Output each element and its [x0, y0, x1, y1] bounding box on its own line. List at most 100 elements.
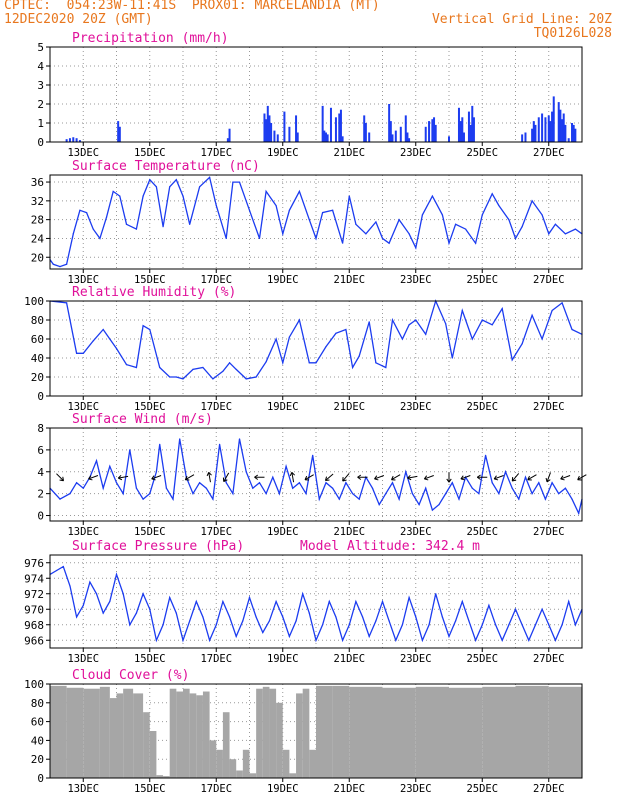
cloud-bar	[123, 688, 134, 778]
x-tick-label: 23DEC	[400, 147, 432, 159]
panel-title: Surface Temperature (nC)	[72, 159, 260, 174]
x-tick-label: 13DEC	[67, 274, 99, 286]
temp-point	[92, 228, 94, 230]
wind-arrow-head	[494, 478, 499, 481]
pres-point	[461, 600, 463, 603]
panel-wind: Surface Wind (m/s) 0 2 4 6 8 13DEC 15DEC 17DEC 19…	[37, 412, 587, 538]
precip-bar	[462, 132, 465, 142]
temp-point	[415, 247, 417, 249]
y-tick-label: 20	[31, 251, 44, 264]
y-tick-label: 0	[37, 136, 44, 149]
x-tick-label: 15DEC	[134, 653, 166, 665]
wind-arrow	[446, 472, 452, 483]
precip-bar	[428, 121, 431, 142]
wind-point	[411, 493, 414, 495]
temp-point	[182, 195, 184, 197]
wind-point	[471, 487, 473, 489]
wind-arrow-head	[88, 475, 92, 480]
x-tick-label: 25DEC	[466, 401, 498, 413]
temp-point	[149, 179, 151, 181]
x-tick-label: 15DEC	[134, 783, 166, 795]
pres-point	[435, 593, 437, 595]
precip-bar	[75, 138, 78, 142]
pres-point	[262, 631, 264, 634]
rh-point	[288, 336, 290, 338]
pres-point	[142, 593, 144, 595]
x-tick-label: 27DEC	[533, 147, 565, 159]
pres-point	[182, 639, 184, 641]
pres-point	[355, 600, 357, 603]
temp-point	[381, 237, 384, 240]
pres-point	[56, 569, 58, 572]
y-tick-label: 966	[24, 634, 44, 647]
pres-point	[202, 616, 204, 618]
x-tick-label: 27DEC	[533, 526, 565, 538]
temp-point	[365, 233, 367, 235]
wind-point	[218, 443, 221, 446]
temp-point	[408, 233, 410, 235]
y-tick-label: 1	[37, 117, 44, 130]
temp-point	[85, 212, 88, 214]
panel-temp: Surface Temperature (nC) 20 24 28 32 36 13DEC 1…	[31, 159, 583, 286]
panel-rh: Relative Humidity (%) 0 20 40 60 80 100 13DEC 15…	[24, 285, 583, 413]
pres-point	[521, 624, 523, 626]
wind-point	[318, 498, 320, 500]
wind-arrow	[407, 474, 418, 481]
wind-arrow-head	[407, 477, 412, 481]
temp-point	[574, 228, 576, 230]
panel-frame	[49, 300, 583, 397]
rh-point	[182, 378, 184, 380]
rh-point	[92, 340, 94, 342]
precip-bar	[424, 126, 427, 142]
cloud-bar	[332, 685, 350, 778]
y-tick-label: 28	[31, 214, 44, 227]
cloud-bar	[302, 688, 310, 778]
pres-point	[421, 639, 423, 641]
wind-point	[531, 493, 533, 495]
cloud-bar	[163, 776, 170, 778]
precip-bar	[324, 132, 327, 142]
y-tick-label: 40	[31, 734, 44, 747]
x-tick-label: 25DEC	[466, 147, 498, 159]
precip-bar	[521, 134, 524, 142]
rh-point	[159, 366, 161, 369]
wind-point	[312, 454, 314, 456]
wind-point	[212, 498, 214, 500]
pres-point	[295, 620, 297, 622]
pres-point	[342, 639, 344, 641]
wind-arrow-head	[62, 476, 65, 481]
panel-title: Surface Wind (m/s)	[72, 412, 213, 427]
x-tick-label: 27DEC	[533, 783, 565, 795]
precip-bar	[469, 124, 472, 142]
wind-point	[578, 512, 580, 514]
wind-arrow	[289, 471, 296, 483]
x-tick-label: 21DEC	[333, 274, 365, 286]
x-tick-label: 17DEC	[200, 653, 232, 665]
x-tick-label: 25DEC	[466, 783, 498, 795]
wind-arrow-head	[493, 475, 497, 480]
rh-line	[49, 299, 583, 380]
cloud-bar	[449, 687, 483, 778]
temp-point	[342, 242, 344, 244]
wind-point	[371, 487, 374, 489]
rh-point	[109, 338, 111, 340]
cloud-bar	[50, 685, 67, 778]
cloud-bar	[415, 686, 449, 778]
rh-point	[255, 376, 257, 378]
y-tick-label: 20	[31, 753, 44, 766]
y-tick-label: 60	[31, 333, 44, 346]
wind-point	[544, 498, 547, 500]
precip-bar	[266, 105, 269, 142]
pres-point	[129, 624, 131, 626]
precip-bar	[323, 130, 326, 142]
rh-point	[325, 346, 327, 348]
pres-point	[568, 600, 570, 603]
pres-point	[368, 635, 370, 637]
cloud-bar	[143, 712, 150, 778]
cloud-bar	[66, 687, 84, 778]
wind-point	[538, 482, 540, 484]
rh-point	[425, 333, 427, 335]
wind-point	[558, 493, 560, 495]
cloud-bar	[229, 759, 237, 778]
y-tick-label: 60	[31, 716, 44, 729]
